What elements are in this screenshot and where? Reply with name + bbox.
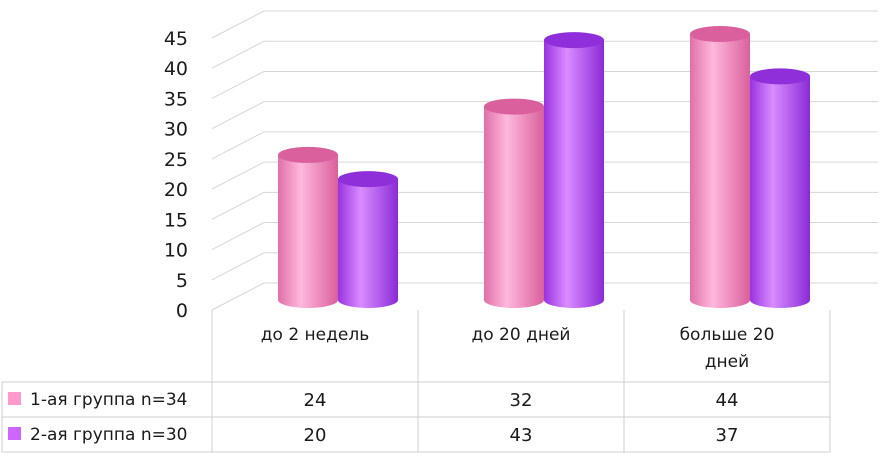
legend-swatch [8, 427, 21, 440]
category-label: дней [705, 352, 749, 372]
grid-diagonal [211, 191, 265, 220]
y-tick-label: 0 [176, 300, 188, 322]
data-label: 37 [716, 425, 739, 446]
grid-diagonal [211, 131, 265, 160]
bar-top [690, 26, 750, 43]
legend-label: 2-ая группа n=30 [30, 425, 187, 445]
bars [278, 26, 810, 309]
grid-diagonal [211, 161, 265, 190]
bar-top [544, 32, 604, 49]
y-tick-label: 15 [164, 209, 188, 231]
y-tick-label: 25 [164, 149, 188, 171]
grid-diagonal [211, 222, 265, 250]
data-label: 44 [716, 390, 739, 411]
data-label: 32 [510, 390, 533, 411]
bar-top [750, 68, 810, 85]
bar [544, 32, 604, 308]
y-tick-label: 10 [164, 240, 188, 262]
bar-body [278, 154, 338, 308]
bar-body [690, 34, 750, 309]
bar-body [338, 179, 398, 308]
grid-diagonal [211, 282, 265, 311]
category-label: до 20 дней [472, 325, 571, 345]
bar [278, 146, 338, 308]
data-label: 43 [510, 425, 533, 446]
data-table: до 2 недель до 20 дней больше 20 дней 1-ая г… [1, 310, 831, 453]
y-tick-label: 40 [164, 58, 188, 80]
bar-body [484, 106, 544, 308]
grid-diagonal [211, 101, 265, 130]
bar [338, 171, 398, 308]
bar [750, 68, 810, 308]
category-label: до 2 недель [261, 325, 369, 345]
bar [484, 98, 544, 308]
bar-body [544, 40, 604, 308]
category-label: больше 20 [680, 325, 775, 345]
y-axis-ticks: 0 5 10 15 20 25 30 35 40 45 [164, 28, 188, 322]
bar-body [750, 76, 810, 308]
data-label: 20 [304, 425, 327, 446]
legend-label: 1-ая группа n=34 [30, 390, 187, 410]
y-tick-label: 20 [164, 179, 188, 201]
y-tick-label: 30 [164, 119, 188, 141]
y-tick-label: 45 [164, 28, 188, 50]
grid-diagonal [211, 252, 265, 281]
bar-top [278, 146, 338, 163]
data-label: 24 [304, 390, 327, 411]
grid-diagonal [211, 40, 265, 69]
legend-swatch [8, 392, 21, 405]
bar-top [484, 98, 544, 115]
bar-top [338, 171, 398, 188]
y-tick-label: 5 [176, 270, 188, 292]
grid-diagonal [211, 71, 265, 99]
grid-diagonal [211, 10, 265, 39]
bar [690, 26, 750, 309]
y-tick-label: 35 [164, 88, 188, 110]
